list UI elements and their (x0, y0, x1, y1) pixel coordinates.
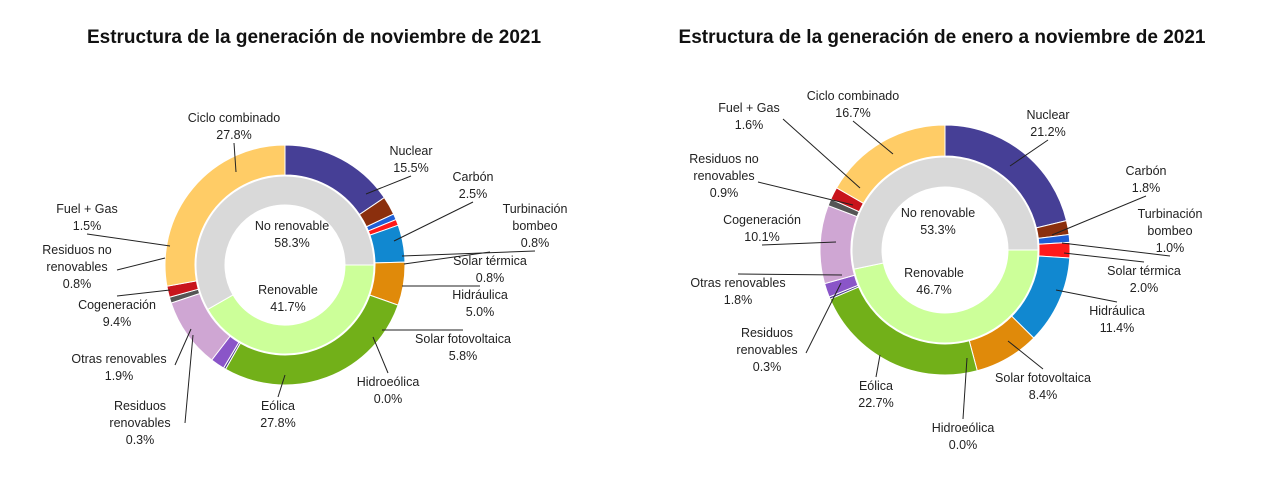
label-fuel-gas: Fuel + Gas 1.5% (56, 202, 118, 233)
label-hidraulica: Hidráulica 11.4% (1089, 304, 1145, 335)
outer-ring (164, 144, 406, 386)
leader-solar-termica (1063, 252, 1145, 263)
label-residuos-renovables: Residuos renovables 0.3% (109, 399, 170, 447)
leader-carbon (393, 201, 474, 242)
inner-label-renovable: Renovable 46.7% (904, 266, 964, 297)
label-fuel-gas: Fuel + Gas 1.6% (718, 101, 780, 132)
slice-solar-termica (1038, 241, 1071, 259)
chart-november-2021: Estructura de la generación de noviembre… (42, 27, 567, 447)
leader-otras-renovables (737, 273, 843, 276)
inner-slice-renovable (207, 264, 375, 355)
leader-residuos-renovables (805, 282, 842, 354)
label-solar-termica: Solar térmica 2.0% (1107, 264, 1181, 295)
slice-labels: No renovable 58.3% Renovable 41.7% Nuclear 15… (42, 111, 567, 447)
label-solar-fotovoltaica: Solar fotovoltaica 5.8% (415, 332, 511, 363)
label-nuclear: Nuclear 21.2% (1026, 108, 1069, 139)
label-ciclo-combinado: Ciclo combinado 16.7% (807, 89, 899, 120)
leader-carbon (1051, 195, 1147, 236)
inner-slice-no-renovable (195, 175, 375, 311)
slice-labels: No renovable 53.3% Renovable 46.7% Nuclear 21… (689, 89, 1202, 452)
leader-ciclo-combinado (233, 142, 237, 173)
label-hidroeolica: Hidroeólica 0.0% (932, 421, 995, 452)
label-turbinacion-bombeo: Turbinación bombeo 0.8% (503, 202, 568, 250)
label-solar-termica: Solar térmica 0.8% (453, 254, 527, 285)
label-carbon: Carbón 2.5% (453, 170, 494, 201)
slice-cogeneracion (819, 204, 858, 285)
leader-fuel-gas (782, 118, 861, 189)
leader-ciclo-combinado (852, 120, 894, 155)
leader-residuos-no-renovables (757, 181, 854, 206)
leader-solar-fotovoltaica (1007, 340, 1044, 370)
leader-hidraulica (1055, 289, 1118, 303)
leader-fuel-gas (86, 233, 171, 247)
slice-ciclo-combinado (164, 144, 286, 287)
leader-eolica (277, 374, 286, 398)
chart-enero-noviembre-2021: Estructura de la generación de enero a n… (679, 27, 1206, 452)
chart-title: Estructura de la generación de noviembre… (87, 27, 541, 48)
leader-hidroeolica (962, 357, 968, 420)
label-residuos-no-renovables: Residuos no renovables 0.9% (689, 152, 759, 200)
inner-label-no-renovable: No renovable 53.3% (901, 206, 975, 237)
leader-turbinacion-bombeo (401, 250, 536, 257)
label-residuos-no-renovables: Residuos no renovables 0.8% (42, 243, 112, 291)
inner-slice-no-renovable (851, 156, 1039, 270)
leader-otras-renovables (174, 328, 192, 366)
inner-label-no-renovable: No renovable 58.3% (255, 219, 329, 250)
label-cogeneracion: Cogeneración 9.4% (78, 298, 156, 329)
inner-ring (195, 175, 375, 355)
label-otras-renovables: Otras renovables 1.8% (690, 276, 785, 307)
leader-eolica (875, 354, 881, 378)
label-otras-renovables: Otras renovables 1.9% (71, 352, 166, 383)
leader-cogeneracion (761, 241, 837, 246)
label-cogeneracion: Cogeneración 10.1% (723, 213, 801, 244)
inner-label-renovable: Renovable 41.7% (258, 283, 318, 314)
leader-lines (737, 118, 1171, 420)
inner-slice-renovable (853, 249, 1039, 344)
label-eolica: Eólica 22.7% (858, 379, 893, 410)
label-solar-fotovoltaica: Solar fotovoltaica 8.4% (995, 371, 1091, 402)
label-residuos-renovables: Residuos renovables 0.3% (736, 326, 797, 374)
chart-title: Estructura de la generación de enero a n… (679, 27, 1206, 48)
leader-nuclear (1009, 139, 1049, 167)
outer-ring (819, 124, 1071, 376)
leader-lines (86, 142, 536, 424)
label-eolica: Eólica 27.8% (260, 399, 295, 430)
inner-ring (851, 156, 1039, 344)
label-nuclear: Nuclear 15.5% (389, 144, 432, 175)
label-hidroeolica: Hidroeólica 0.0% (357, 375, 420, 406)
leader-cogeneracion (116, 289, 171, 297)
leader-solar-termica (403, 251, 491, 265)
leader-residuos-no-renovables (116, 257, 166, 271)
label-hidraulica: Hidráulica 5.0% (452, 288, 508, 319)
label-carbon: Carbón 1.8% (1126, 164, 1167, 195)
leader-residuos-renovables (184, 334, 194, 424)
label-turbinacion-bombeo: Turbinación bombeo 1.0% (1138, 207, 1203, 255)
label-ciclo-combinado: Ciclo combinado 27.8% (188, 111, 280, 142)
slice-ciclo-combinado (835, 124, 946, 204)
leader-turbinacion-bombeo (1061, 242, 1171, 257)
leader-nuclear (365, 175, 412, 195)
leader-hidroeolica (372, 336, 389, 374)
